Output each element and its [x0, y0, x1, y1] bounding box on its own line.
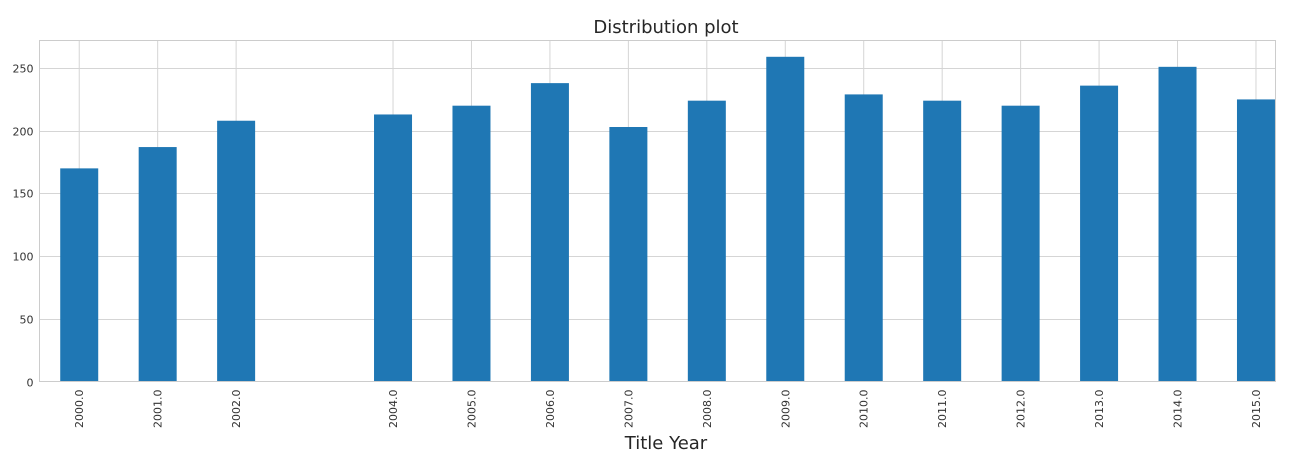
x-tick-label: 2011.0 — [936, 390, 949, 429]
bar — [138, 147, 177, 382]
y-tick-label: 50 — [20, 314, 34, 327]
x-tick-label: 2013.0 — [1093, 390, 1106, 429]
bar — [1001, 105, 1040, 382]
x-tick-label: 2007.0 — [622, 390, 635, 429]
bar — [452, 105, 491, 382]
x-tick-label: 2008.0 — [701, 390, 714, 429]
bar — [1236, 99, 1275, 382]
y-tick-label: 250 — [13, 63, 34, 76]
x-axis-label: Title Year — [624, 433, 708, 454]
x-tick-label: 2000.0 — [73, 390, 86, 429]
x-tick-label: 2010.0 — [858, 390, 871, 429]
bar — [844, 94, 883, 382]
plot-frame — [39, 40, 1276, 382]
x-tick-label: 2014.0 — [1172, 390, 1185, 429]
bar — [923, 100, 962, 382]
bar — [530, 83, 569, 382]
y-tick-label: 100 — [13, 251, 34, 264]
y-tick-label: 200 — [13, 126, 34, 139]
bar — [374, 114, 413, 382]
bar — [1158, 66, 1197, 382]
bar — [609, 127, 648, 382]
y-axis-ticks: 0 50 100 150 200 250 — [13, 63, 34, 390]
x-tick-label: 2012.0 — [1015, 390, 1028, 429]
x-tick-label: 2001.0 — [152, 390, 165, 429]
x-axis-ticks: 2000.0 2001.0 2002.0 2004.0 2005.0 2006.0 2007… — [73, 389, 1263, 428]
x-tick-label: 2009.0 — [779, 390, 792, 429]
bar — [1080, 85, 1119, 382]
y-tick-label: 0 — [27, 377, 34, 390]
x-tick-label: 2005.0 — [465, 389, 478, 428]
x-tick-label: 2006.0 — [544, 390, 557, 429]
bar — [766, 56, 805, 382]
y-tick-label: 150 — [13, 188, 34, 201]
bar — [217, 120, 256, 382]
x-tick-label: 2002.0 — [230, 390, 243, 429]
bars — [60, 56, 1275, 382]
bar — [687, 100, 726, 382]
x-tick-label: 2015.0 — [1250, 390, 1263, 429]
chart-title: Distribution plot — [593, 17, 738, 38]
bar — [60, 168, 99, 382]
x-tick-label: 2004.0 — [387, 390, 400, 429]
